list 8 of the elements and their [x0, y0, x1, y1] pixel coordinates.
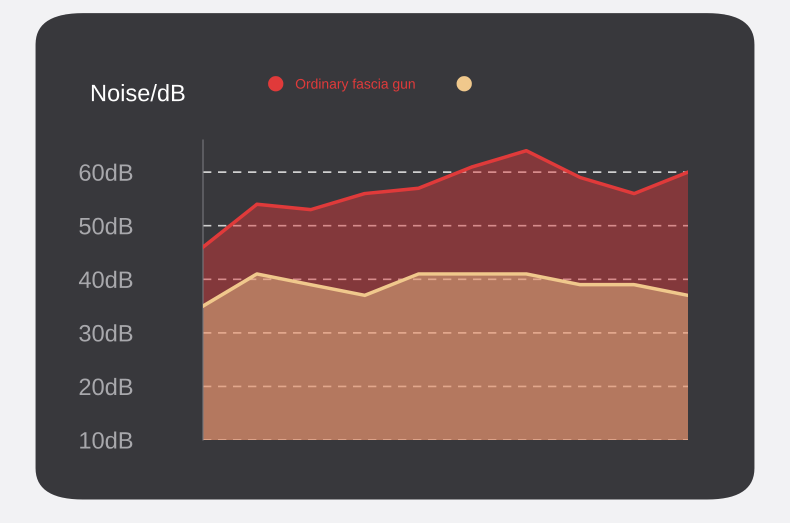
y-tick-label: 60dB	[80, 164, 132, 181]
y-tick-label: 20dB	[80, 378, 132, 396]
legend-label: Ordinary fascia gun	[296, 78, 415, 92]
y-axis-title: Noise/dB	[92, 84, 185, 102]
y-tick-label: 40dB	[78, 270, 132, 288]
y-tick-label: 50dB	[79, 217, 132, 234]
y-tick-label: 10dB	[80, 431, 132, 449]
y-tick-label: 30dB	[79, 324, 132, 342]
